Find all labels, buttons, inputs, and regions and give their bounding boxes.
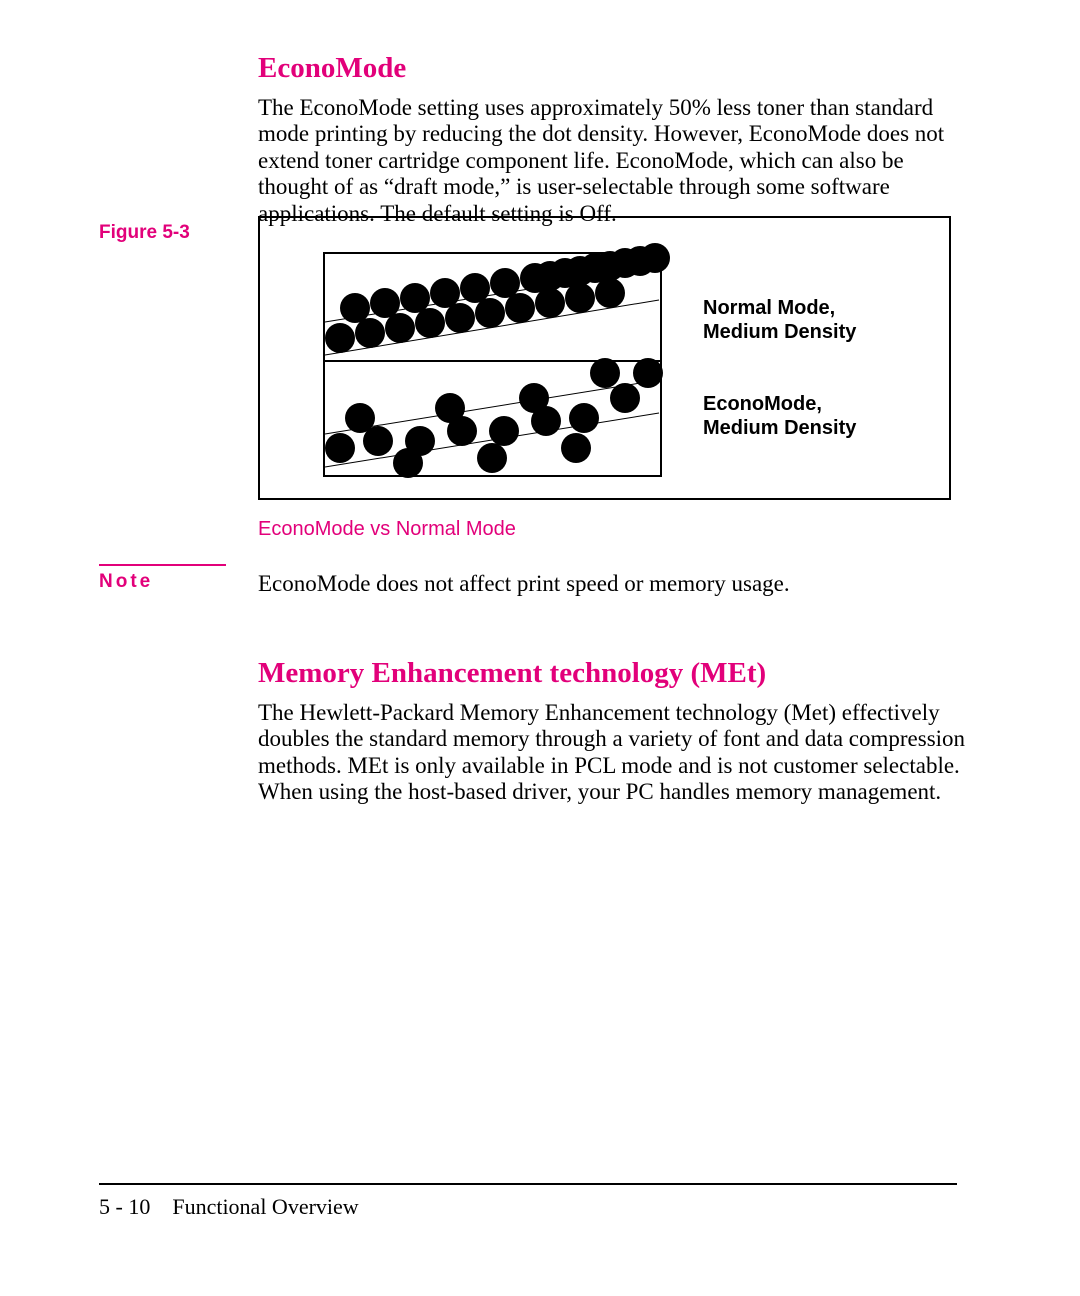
note-label: Note <box>99 571 153 593</box>
figure-panel-label-top-line1: Normal Mode, <box>703 297 835 319</box>
page: EconoMode The EconoMode setting uses app… <box>0 0 1080 1296</box>
figure-panel-label-bottom: EconoMode,Medium Density <box>703 392 953 440</box>
footer-title: Functional Overview <box>172 1194 358 1219</box>
figure-label: Figure 5-3 <box>99 222 190 244</box>
figure-caption: EconoMode vs Normal Mode <box>258 518 516 541</box>
section-body-economode: The EconoMode setting uses approximately… <box>258 95 968 227</box>
footer-page-number: 5 - 10 <box>99 1194 150 1219</box>
section-heading-economode: EconoMode <box>258 52 406 85</box>
figure-panel-label-bottom-line1: EconoMode, <box>703 393 822 415</box>
note-text: EconoMode does not affect print speed or… <box>258 571 958 597</box>
footer-text: 5 - 10 Functional Overview <box>99 1194 359 1220</box>
section-heading-met: Memory Enhancement technology (MEt) <box>258 657 766 690</box>
figure-panel-label-top-line2: Medium Density <box>703 321 856 343</box>
figure-diagram <box>260 218 949 498</box>
footer-rule <box>99 1183 957 1185</box>
note-rule <box>99 564 226 566</box>
figure-panel-label-top: Normal Mode,Medium Density <box>703 296 953 344</box>
figure-panel-label-bottom-line2: Medium Density <box>703 417 856 439</box>
figure-box <box>258 216 951 500</box>
section-body-met: The Hewlett-Packard Memory Enhancement t… <box>258 700 968 806</box>
